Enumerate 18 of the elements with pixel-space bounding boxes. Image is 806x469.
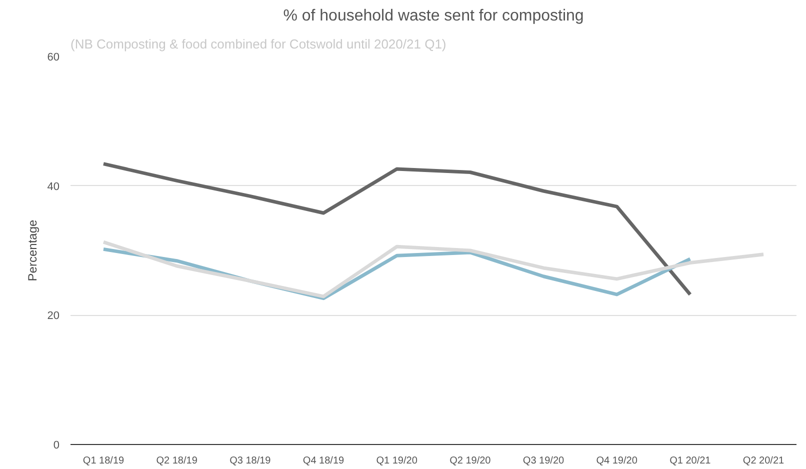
line-series bbox=[102, 240, 766, 298]
x-tick-label: Q3 19/20 bbox=[522, 456, 565, 466]
x-tick-label: Q1 18/19 bbox=[82, 456, 125, 466]
y-tick-label: 20 bbox=[47, 310, 60, 322]
y-tick-label: 0 bbox=[53, 440, 60, 452]
y-tick-label: 40 bbox=[47, 180, 60, 193]
x-tick-label: Q4 18/19 bbox=[302, 456, 345, 466]
chart-title: % of household waste sent for composting bbox=[283, 8, 584, 24]
x-tick-label: Q2 18/19 bbox=[156, 456, 198, 466]
x-tick-label: Q1 20/21 bbox=[670, 456, 712, 466]
x-tick-label: Q1 19/20 bbox=[376, 456, 418, 466]
x-tick-label: Q4 19/20 bbox=[596, 456, 638, 466]
x-tick-label: Q2 20/21 bbox=[742, 456, 785, 466]
x-tick-label: Q3 18/19 bbox=[230, 456, 272, 466]
x-tick-label: Q2 19/20 bbox=[450, 456, 492, 466]
y-axis-title: Percentage bbox=[25, 219, 40, 282]
line-series bbox=[102, 162, 692, 296]
y-tick-label: 60 bbox=[47, 52, 60, 64]
